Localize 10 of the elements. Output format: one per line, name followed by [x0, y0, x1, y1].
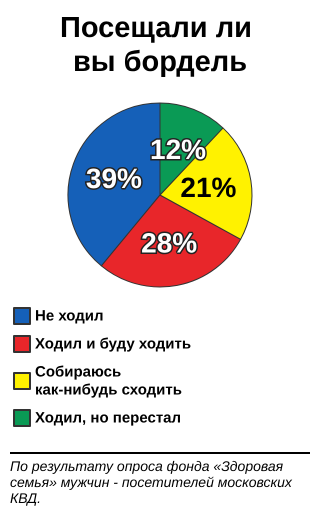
data-label: 39%	[86, 162, 142, 194]
legend-label: Не ходил	[35, 308, 104, 324]
data-label: 21%	[180, 172, 237, 203]
data-label: 28%	[141, 228, 198, 259]
data-label: 12%	[150, 134, 206, 165]
legend-label: Ходил, но перестал	[35, 410, 182, 426]
text: По результату опроса фонда «Здоровая семья» мужчин - посетителей московских КВД.	[10, 452, 310, 506]
legend-label: Ходил и буду ходить	[35, 336, 192, 352]
legend-label: Собираюсь как-нибудь сходить	[35, 364, 182, 398]
chart-title: Посещали ли вы бордель	[60, 12, 260, 78]
